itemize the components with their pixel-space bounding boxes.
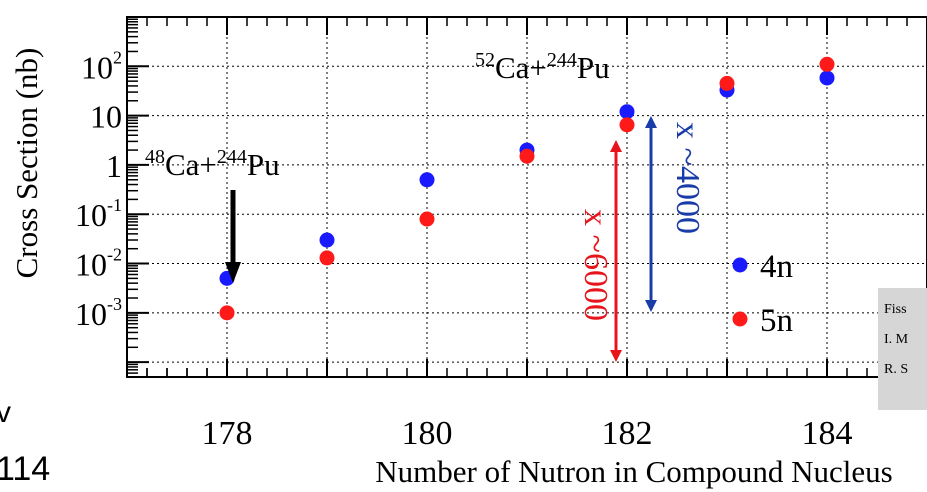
red-factor-label: x ~6000 — [577, 209, 614, 321]
side-note-line-2: I. M — [884, 332, 909, 347]
annotation-ca52-mass: 52 — [475, 49, 495, 71]
x-tick-label: 184 — [802, 415, 853, 452]
y-axis-label: Cross Section (nb) — [9, 48, 44, 279]
data-point-5n — [319, 250, 335, 266]
data-point-5n — [619, 117, 635, 133]
y-tick-label: 102 — [81, 47, 122, 85]
data-points — [219, 56, 835, 321]
legend: 4n 5n — [732, 249, 793, 339]
legend-label-5n: 5n — [760, 303, 793, 339]
edge-char: v — [0, 396, 11, 429]
y-tick-label: 10-2 — [75, 245, 122, 283]
data-point-4n — [819, 70, 835, 86]
annotation-ca48-arrowhead — [225, 262, 241, 283]
blue-factor-arrowhead-bottom — [645, 300, 657, 312]
x-axis-label: Number of Nutron in Compound Nucleus — [375, 454, 892, 489]
annotation-ca48-mass: 48 — [145, 146, 165, 168]
data-point-4n — [319, 232, 335, 248]
x-tick-label: 182 — [602, 415, 653, 452]
data-point-5n — [519, 148, 535, 164]
annotation-ca48-element: Ca+ — [165, 147, 217, 182]
annotation-ca52-element: Ca+ — [495, 50, 547, 85]
y-tick-label: 10-1 — [75, 195, 122, 233]
x-tick-labels: 178 180 182 184 — [202, 415, 853, 452]
annotation-ca48-mass2: 244 — [217, 146, 247, 168]
data-point-4n — [419, 172, 435, 188]
y-tick-label: 10 — [90, 99, 122, 135]
data-point-5n — [719, 75, 735, 91]
y-tick-labels: 10-3 10-2 10-1 1 10 102 — [75, 47, 122, 332]
blue-factor-label: x ~4000 — [669, 122, 706, 234]
annotation-ca52-mass2: 244 — [547, 49, 577, 71]
annotation-ca52: 52Ca+244Pu — [475, 49, 610, 85]
annotation-ca48-element2: Pu — [247, 147, 280, 182]
legend-marker-5n — [732, 311, 748, 327]
y-tick-label: 10-3 — [75, 294, 122, 332]
annotation-ca48: 48Ca+244Pu — [145, 146, 280, 182]
data-point-5n — [219, 305, 235, 321]
annotation-ca52-element2: Pu — [577, 50, 610, 85]
x-tick-label: 180 — [402, 415, 453, 452]
red-factor-arrowhead-bottom — [610, 350, 622, 362]
data-point-4n — [619, 104, 635, 120]
blue-factor-arrowhead-top — [645, 116, 657, 128]
side-note-line-1: Fiss — [884, 302, 907, 317]
side-note-line-3: R. S — [884, 362, 909, 377]
y-tick-label: 1 — [106, 148, 122, 184]
legend-label-4n: 4n — [760, 249, 793, 285]
side-note-box: Fiss I. M R. S — [878, 288, 927, 410]
red-factor-arrowhead-top — [610, 140, 622, 152]
edge-number: 114 — [0, 450, 51, 488]
x-tick-label: 178 — [202, 415, 253, 452]
axis-ticks — [126, 16, 927, 377]
legend-marker-4n — [732, 257, 748, 273]
data-point-5n — [819, 56, 835, 72]
data-point-5n — [419, 211, 435, 227]
